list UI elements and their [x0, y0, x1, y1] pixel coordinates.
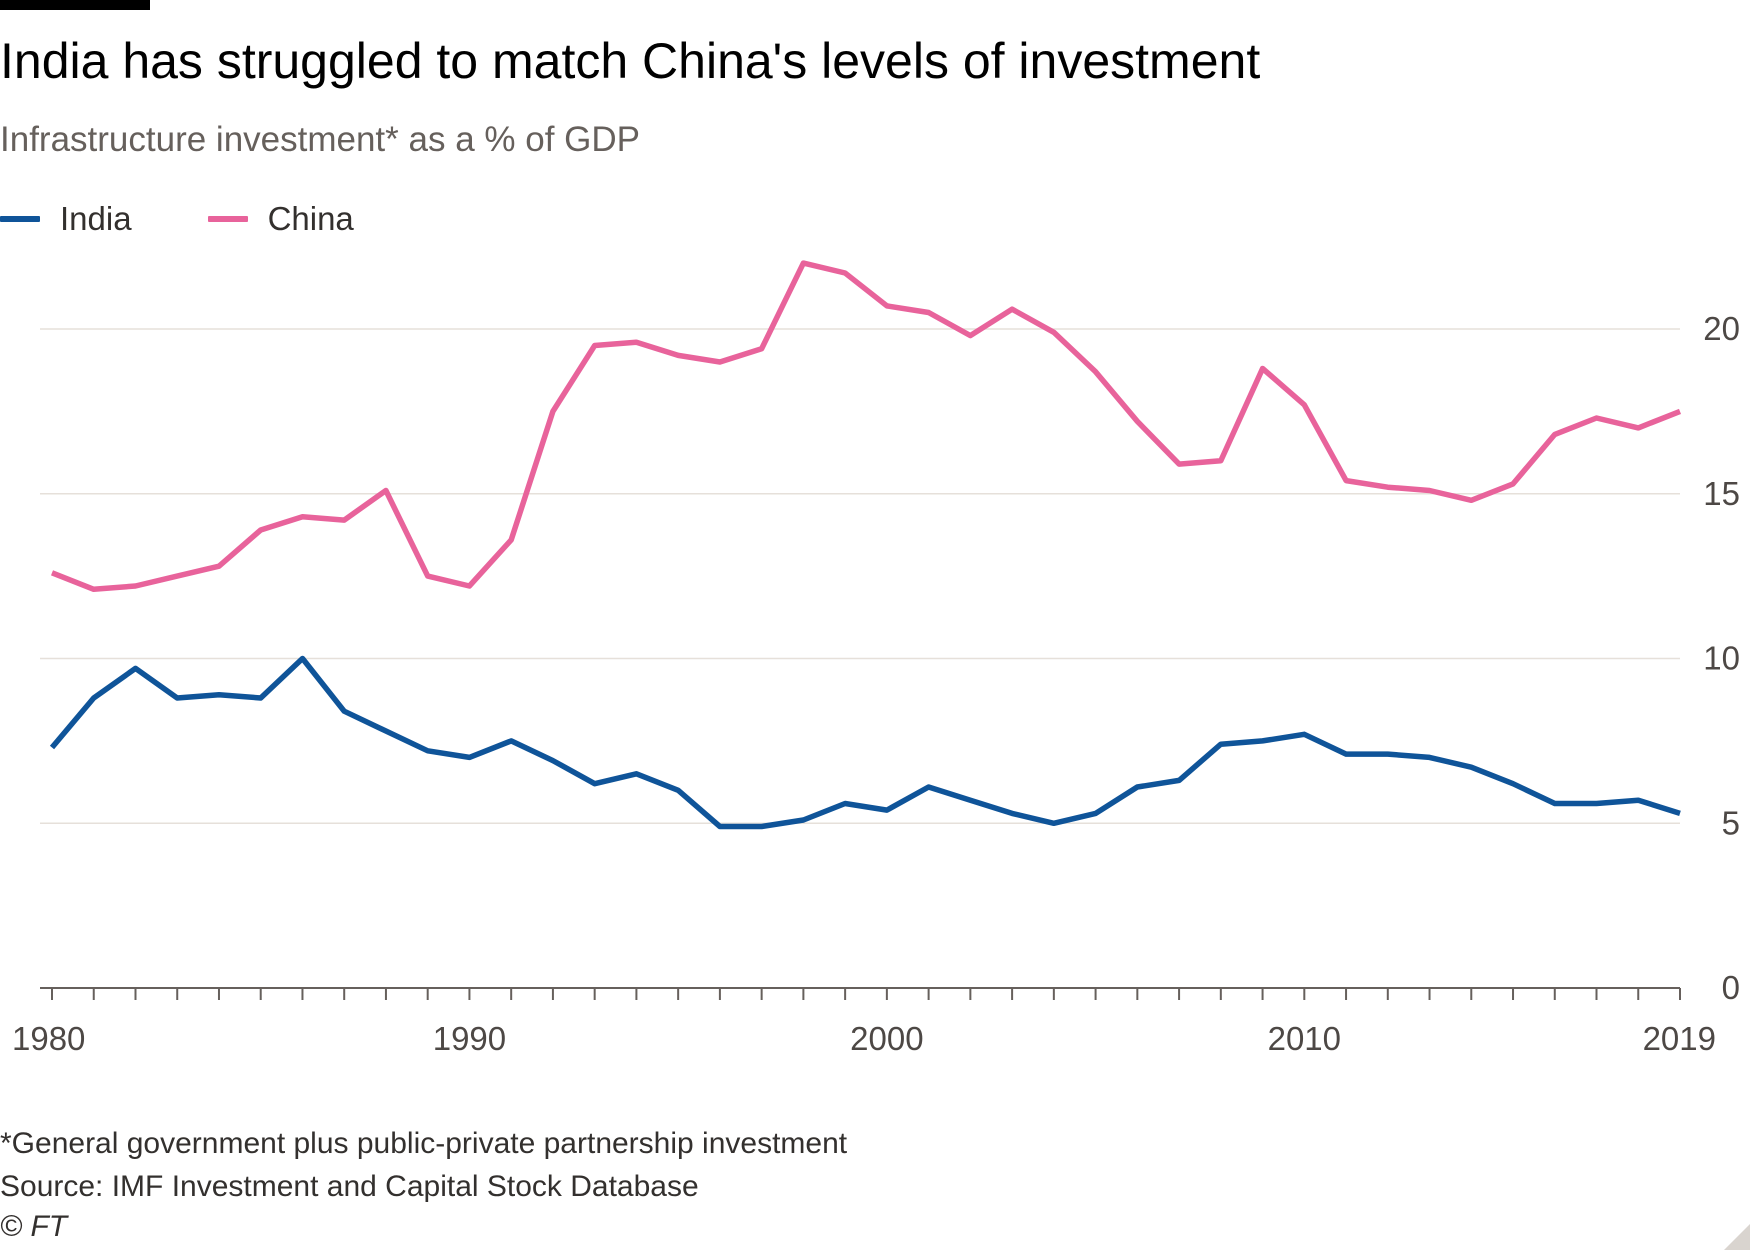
legend-item-india: India: [0, 200, 132, 238]
legend-label-china: China: [267, 200, 354, 237]
y-tick-label: 5: [1722, 804, 1740, 841]
footnote: *General government plus public-private …: [0, 1127, 848, 1160]
x-tick-label: 2000: [850, 1020, 923, 1057]
x-tick-label: 1980: [12, 1020, 85, 1057]
legend-item-china: China: [207, 200, 354, 238]
x-tick-label: 2019: [1643, 1020, 1716, 1057]
y-tick-label: 10: [1703, 640, 1740, 677]
line-chart: 0 5 10 15 20 1980 1990 2000 2010 2019: [12, 260, 1740, 1057]
copyright: © FT: [0, 1210, 68, 1243]
x-tick-label: 2010: [1268, 1020, 1341, 1057]
legend-label-india: India: [60, 200, 132, 237]
top-accent-bar: [0, 0, 150, 10]
series-line-india: [49, 655, 1681, 830]
y-tick-label: 15: [1703, 475, 1740, 512]
legend: India China: [0, 200, 430, 238]
legend-swatch-india: [0, 216, 40, 222]
series-line-china: [50, 260, 1682, 593]
chart-title: India has struggled to match China's lev…: [0, 33, 1261, 89]
corner-fold-icon: [1724, 1224, 1750, 1250]
source-note: Source: IMF Investment and Capital Stock…: [0, 1170, 699, 1203]
y-tick-label: 20: [1703, 310, 1740, 347]
legend-swatch-china: [207, 216, 248, 222]
x-tick-label: 1990: [433, 1020, 506, 1057]
chart-subtitle: Infrastructure investment* as a % of GDP: [0, 120, 640, 159]
y-tick-label: 0: [1722, 969, 1740, 1006]
